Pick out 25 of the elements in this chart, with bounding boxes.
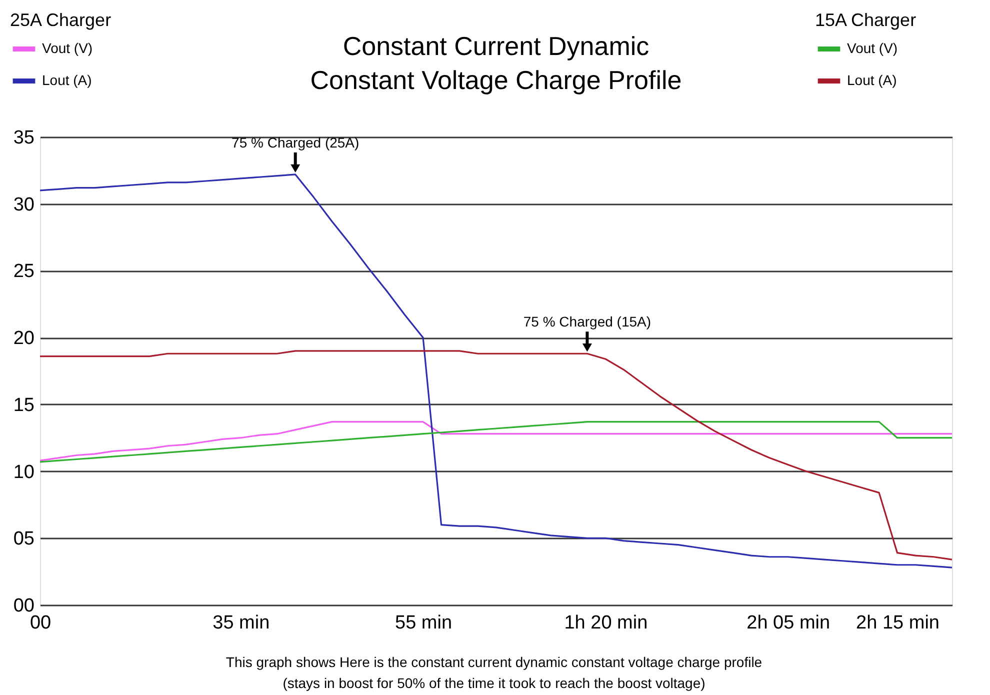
y-tick-label: 35	[13, 128, 34, 148]
line-series	[40, 350, 952, 560]
chart-title: Constant Current Dynamic Constant Voltage Charge Profile	[310, 31, 682, 95]
x-tick-label: 1h 20 min	[564, 612, 648, 634]
legend-label: Lout (A)	[42, 72, 92, 88]
x-tick-label: 2h 05 min	[746, 612, 830, 634]
text: (stays in boost for 50% of the time it took to reach the boost voltage)	[282, 675, 706, 691]
annotation: 75 % Charged (15A)	[523, 314, 652, 330]
legend-label: Lout (A)	[847, 72, 897, 88]
y-tick-label: 25	[13, 261, 34, 282]
y-tick-label: 30	[13, 194, 34, 216]
y-tick-label: 10	[13, 462, 34, 483]
y-tick-label: 20	[13, 328, 34, 350]
y-tick-label: 15	[13, 394, 34, 416]
legend-label: Vout (V)	[847, 40, 898, 56]
line-series	[40, 174, 952, 568]
legend-title: 25A Charger	[10, 10, 112, 30]
y-tick-label: 05	[13, 528, 34, 550]
text: 15A Charger	[815, 10, 916, 30]
x-tick-label: 35 min	[212, 612, 270, 634]
x-tick-label: 2h 15 min	[856, 612, 940, 634]
annotation: 75 % Charged (25A)	[232, 134, 360, 150]
text: This graph shows Here is the constant current dynamic constant voltage charge profile	[226, 654, 762, 670]
legend-label: Vout (V)	[42, 40, 93, 56]
x-tick-label: 55 min	[395, 612, 452, 634]
